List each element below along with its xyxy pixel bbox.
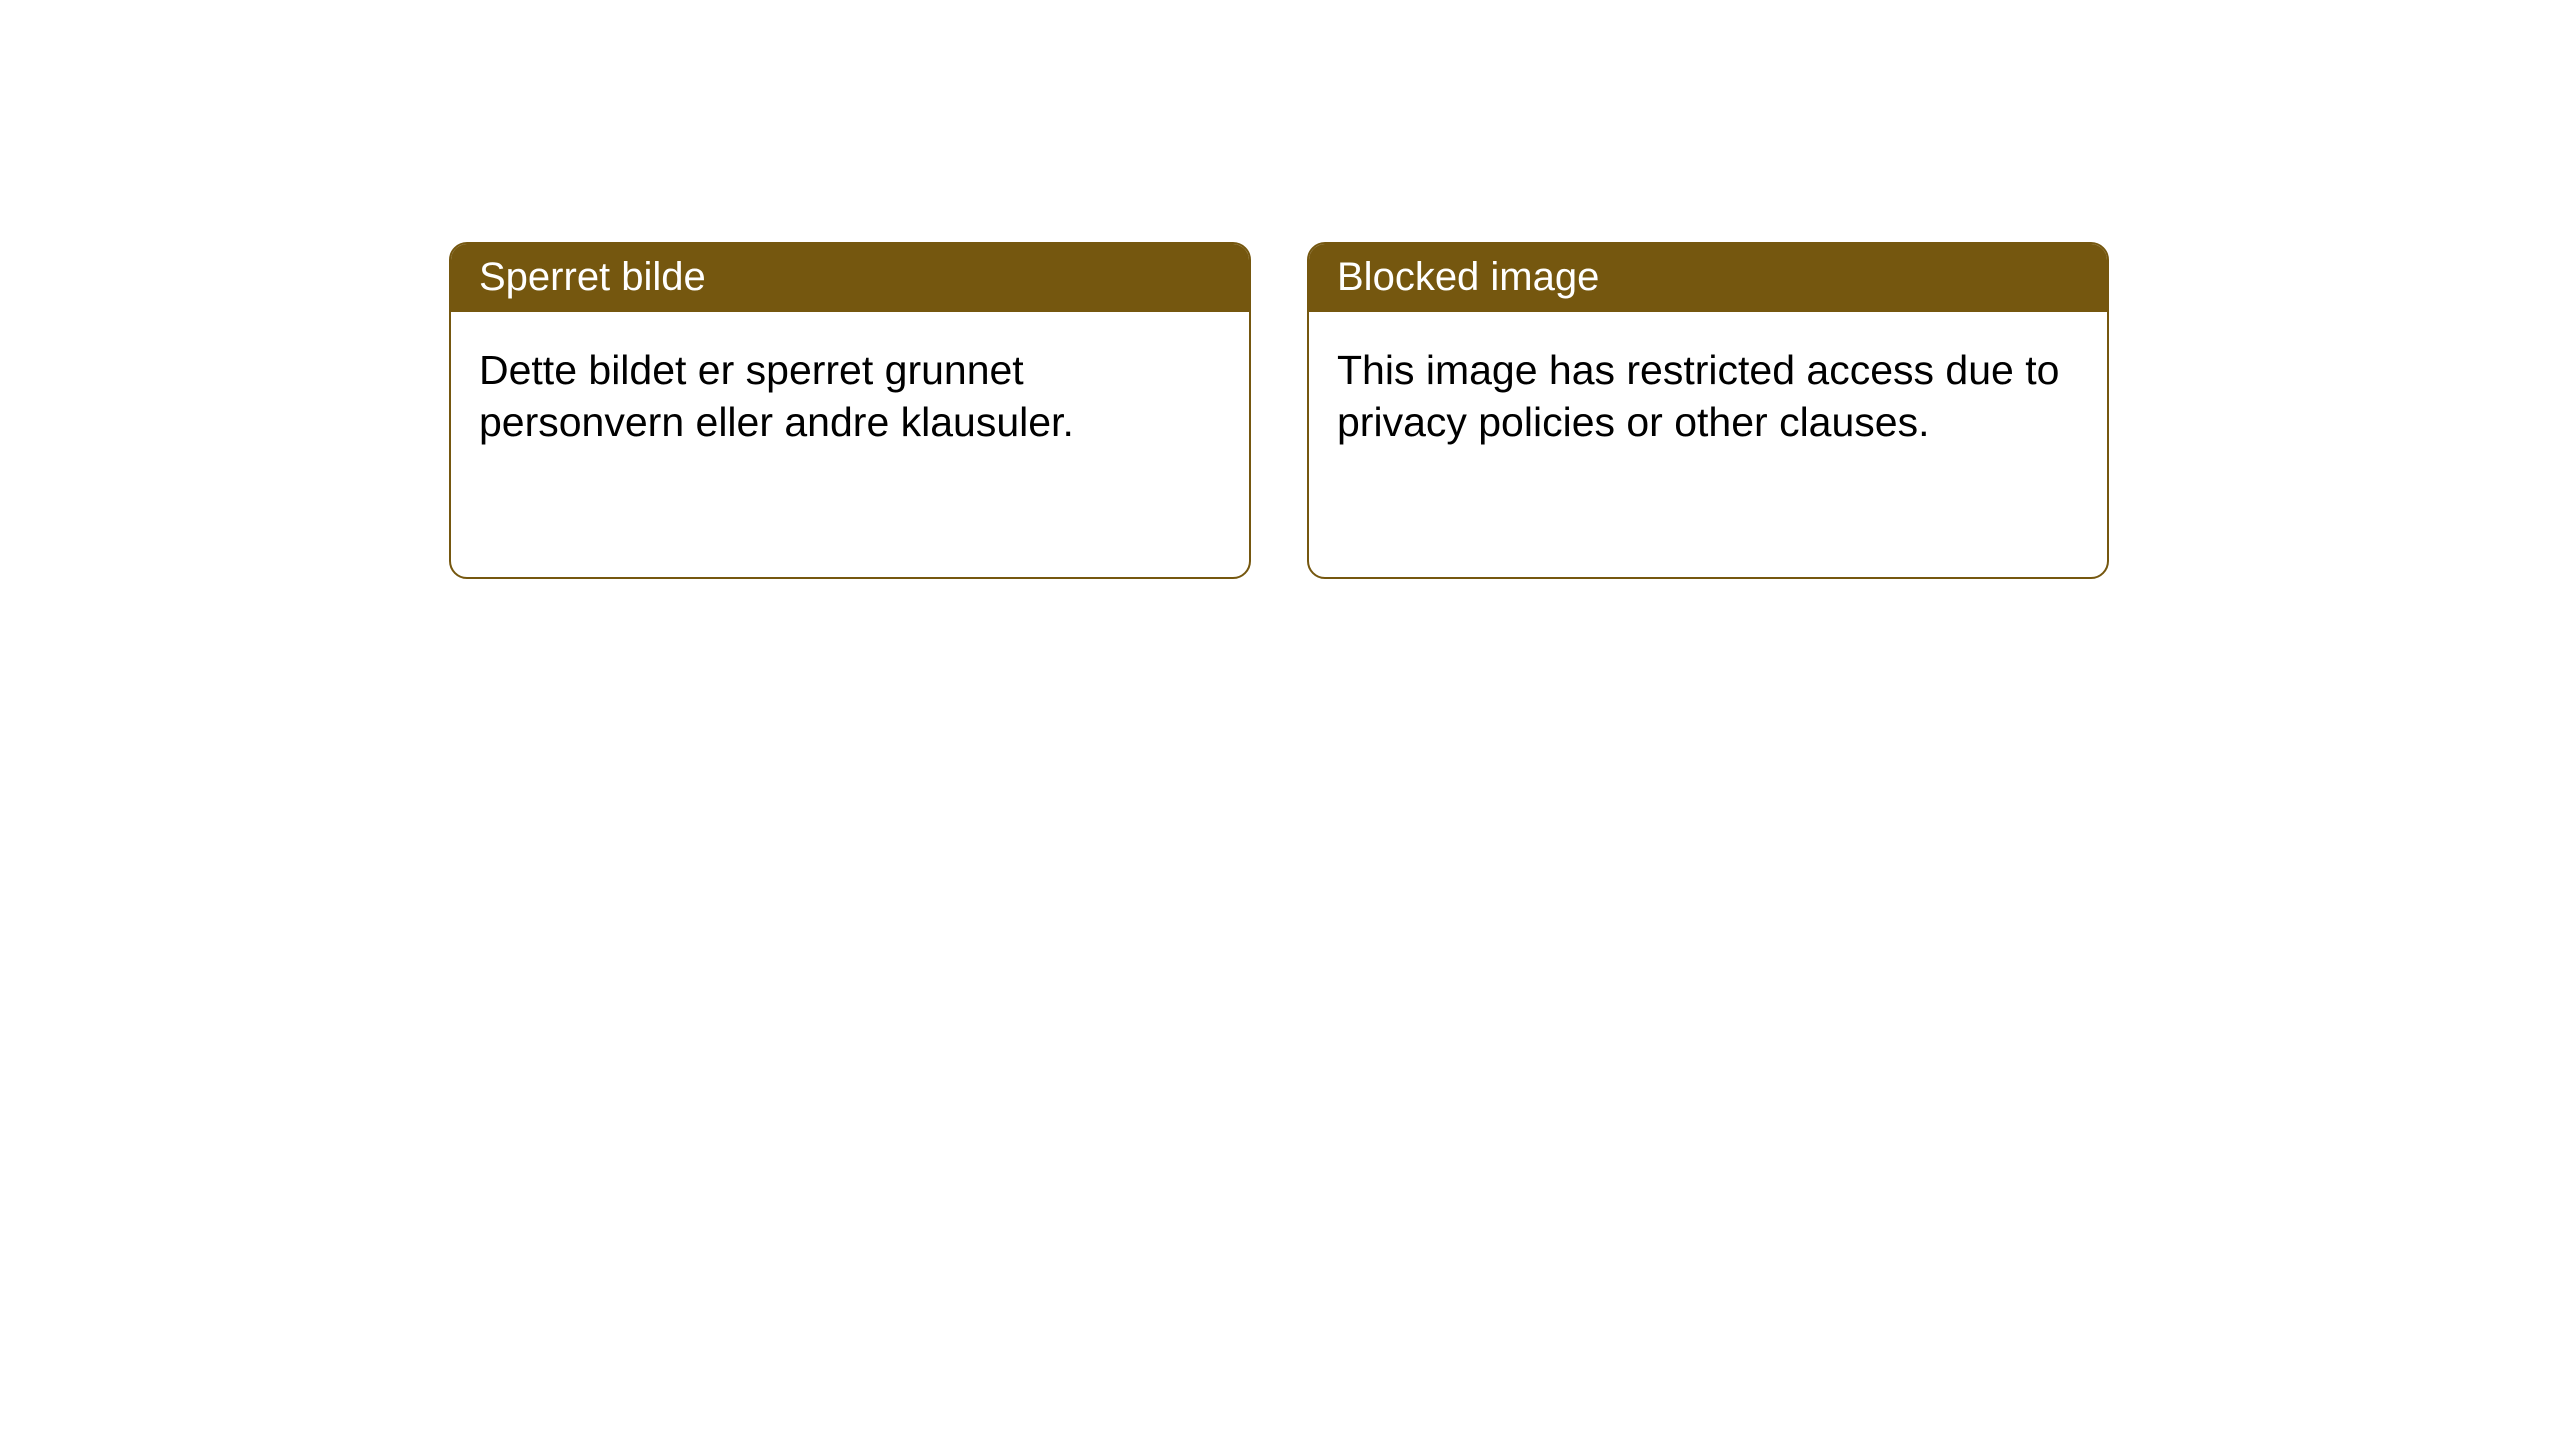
card-body-norwegian: Dette bildet er sperret grunnet personve…	[451, 312, 1249, 477]
blocked-image-card-norwegian: Sperret bilde Dette bildet er sperret gr…	[449, 242, 1251, 579]
card-title-english: Blocked image	[1309, 244, 2107, 312]
notice-cards-row: Sperret bilde Dette bildet er sperret gr…	[0, 0, 2560, 579]
card-body-english: This image has restricted access due to …	[1309, 312, 2107, 477]
blocked-image-card-english: Blocked image This image has restricted …	[1307, 242, 2109, 579]
card-title-norwegian: Sperret bilde	[451, 244, 1249, 312]
